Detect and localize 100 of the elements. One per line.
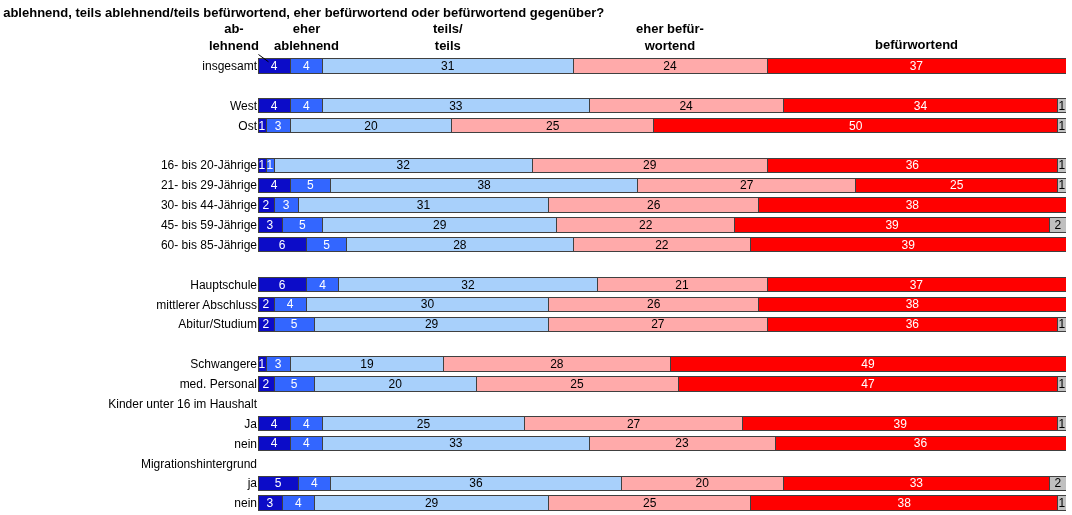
- data-label: 30: [420, 297, 435, 312]
- data-label: 4: [319, 277, 327, 292]
- data-label: 1: [258, 356, 266, 371]
- data-label: 2: [262, 317, 270, 332]
- y-tick-label: 45- bis 59-Jährige: [160, 218, 258, 233]
- data-label: 2: [1054, 476, 1062, 491]
- y-tick-label: Kinder unter 16 im Haushalt: [108, 396, 258, 411]
- data-label: 29: [424, 496, 439, 511]
- data-label: 36: [469, 476, 483, 491]
- data-label: 25: [950, 178, 964, 193]
- data-label: 25: [570, 376, 584, 391]
- data-label: 4: [270, 416, 278, 431]
- y-tick-label: 16- bis 20-Jährige: [160, 158, 258, 173]
- data-label: 2: [262, 198, 270, 213]
- y-tick-label: mittlerer Abschluss: [156, 297, 257, 312]
- data-label: 25: [416, 416, 431, 431]
- y-tick-label: Migrationshintergrund: [140, 456, 257, 471]
- data-label: 25: [643, 496, 657, 511]
- y-tick-label: nein: [234, 496, 257, 511]
- data-label: 33: [449, 98, 463, 113]
- data-label: 1: [1058, 98, 1066, 113]
- data-label: 3: [266, 496, 274, 511]
- data-label: 32: [461, 277, 475, 292]
- data-label: 1: [258, 158, 266, 173]
- data-label: 3: [274, 118, 282, 133]
- data-label: 50: [849, 118, 863, 133]
- data-label: 5: [290, 376, 298, 391]
- data-label: 38: [897, 496, 912, 511]
- data-label: 4: [286, 297, 294, 312]
- data-label: 3: [266, 217, 274, 232]
- y-tick-label: West: [229, 98, 258, 113]
- data-label: 33: [909, 476, 924, 491]
- data-label: 26: [647, 198, 661, 213]
- data-label: 29: [424, 317, 439, 332]
- data-label: 25: [546, 118, 560, 133]
- data-label: 27: [740, 178, 754, 193]
- data-label: 4: [302, 436, 310, 451]
- data-label: 4: [294, 496, 302, 511]
- data-label: 21: [675, 277, 690, 292]
- data-label: 4: [270, 98, 278, 113]
- series-label: teils/ teils: [433, 21, 464, 53]
- data-label: 2: [262, 376, 270, 391]
- data-label: 2: [1054, 217, 1062, 232]
- data-label: 32: [396, 158, 411, 173]
- series-label: befürwortend: [875, 37, 959, 52]
- data-label: 36: [905, 158, 920, 173]
- y-tick-label: nein: [234, 436, 257, 451]
- data-label: 20: [695, 476, 710, 491]
- data-label: 4: [302, 98, 310, 113]
- y-tick-label: Ja: [244, 416, 258, 431]
- y-tick-label: Schwangere: [190, 357, 258, 372]
- data-label: 26: [647, 297, 661, 312]
- data-label: 38: [905, 198, 920, 213]
- data-label: 19: [360, 356, 374, 371]
- data-label: 1: [1058, 416, 1066, 431]
- y-tick-label: 21- bis 29-Jährige: [160, 178, 258, 193]
- y-tick-label: Ost: [238, 118, 258, 133]
- data-label: 24: [663, 58, 677, 73]
- data-label: 28: [453, 237, 467, 252]
- data-label: 22: [655, 237, 669, 252]
- data-label: 31: [441, 58, 455, 73]
- data-label: 36: [913, 436, 928, 451]
- data-label: 1: [1058, 496, 1066, 511]
- data-label: 24: [679, 98, 694, 113]
- data-label: 36: [905, 317, 920, 332]
- data-label: 5: [274, 476, 282, 491]
- data-label: 3: [274, 356, 282, 371]
- data-label: 1: [266, 158, 274, 173]
- data-label: 29: [643, 158, 657, 173]
- data-label: 37: [909, 277, 924, 292]
- data-label: 27: [651, 317, 665, 332]
- data-label: 1: [1058, 158, 1066, 173]
- data-label: 39: [901, 237, 916, 252]
- data-label: 38: [477, 178, 492, 193]
- data-label: 33: [449, 436, 463, 451]
- data-label: 28: [550, 356, 564, 371]
- series-label: eher befür- wortend: [636, 21, 704, 53]
- data-label: 4: [270, 58, 278, 73]
- y-tick-label: Hauptschule: [190, 277, 258, 292]
- data-label: 6: [278, 277, 286, 292]
- data-label: 4: [302, 58, 310, 73]
- data-label: 34: [913, 98, 928, 113]
- series-label: eher ablehnend: [274, 21, 340, 53]
- data-label: 4: [302, 416, 310, 431]
- data-label: 1: [1058, 317, 1066, 332]
- data-label: 1: [1058, 178, 1066, 193]
- data-label: 38: [905, 297, 920, 312]
- y-tick-label: ja: [246, 476, 258, 491]
- data-label: 5: [323, 237, 331, 252]
- data-label: 1: [1058, 118, 1066, 133]
- data-label: 23: [675, 436, 690, 451]
- data-label: 2: [262, 297, 270, 312]
- chart-title: ablehnend, teils ablehnend/teils befürwortend, eher befürwortend oder befürwortend gegenüber?: [3, 4, 605, 20]
- data-label: 31: [416, 198, 431, 213]
- data-label: 29: [432, 217, 447, 232]
- data-label: 3: [282, 198, 290, 213]
- data-label: 4: [311, 476, 319, 491]
- series-label: ab- lehnend: [209, 21, 259, 53]
- data-label: 4: [270, 436, 278, 451]
- data-label: 39: [885, 217, 900, 232]
